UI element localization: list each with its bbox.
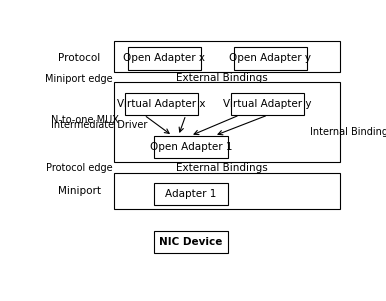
FancyBboxPatch shape (114, 173, 340, 209)
FancyBboxPatch shape (127, 47, 201, 70)
FancyBboxPatch shape (114, 41, 340, 72)
Text: Open Adapter 1: Open Adapter 1 (150, 142, 232, 152)
FancyBboxPatch shape (114, 82, 340, 163)
FancyBboxPatch shape (231, 93, 304, 115)
Text: Open Adapter y: Open Adapter y (229, 53, 312, 63)
Text: Internal Bindings: Internal Bindings (310, 127, 386, 137)
FancyBboxPatch shape (125, 93, 198, 115)
Text: N-to-one MUX: N-to-one MUX (51, 115, 119, 125)
Text: Miniport: Miniport (58, 186, 101, 196)
FancyBboxPatch shape (154, 231, 228, 253)
Text: Intermediate Driver: Intermediate Driver (51, 120, 147, 130)
Text: NIC Device: NIC Device (159, 237, 223, 247)
Text: Open Adapter x: Open Adapter x (123, 53, 205, 63)
Text: Virtual Adapter y: Virtual Adapter y (223, 99, 312, 109)
Text: External Bindings: External Bindings (176, 73, 267, 83)
Text: Protocol: Protocol (58, 53, 101, 63)
Text: Miniport edge: Miniport edge (45, 74, 113, 84)
Text: Adapter 1: Adapter 1 (166, 189, 217, 199)
FancyBboxPatch shape (154, 183, 228, 205)
Text: Virtual Adapter x: Virtual Adapter x (117, 99, 205, 109)
Text: External Bindings: External Bindings (176, 163, 267, 173)
Text: Protocol edge: Protocol edge (46, 163, 113, 173)
FancyBboxPatch shape (234, 47, 307, 70)
FancyBboxPatch shape (154, 136, 228, 158)
